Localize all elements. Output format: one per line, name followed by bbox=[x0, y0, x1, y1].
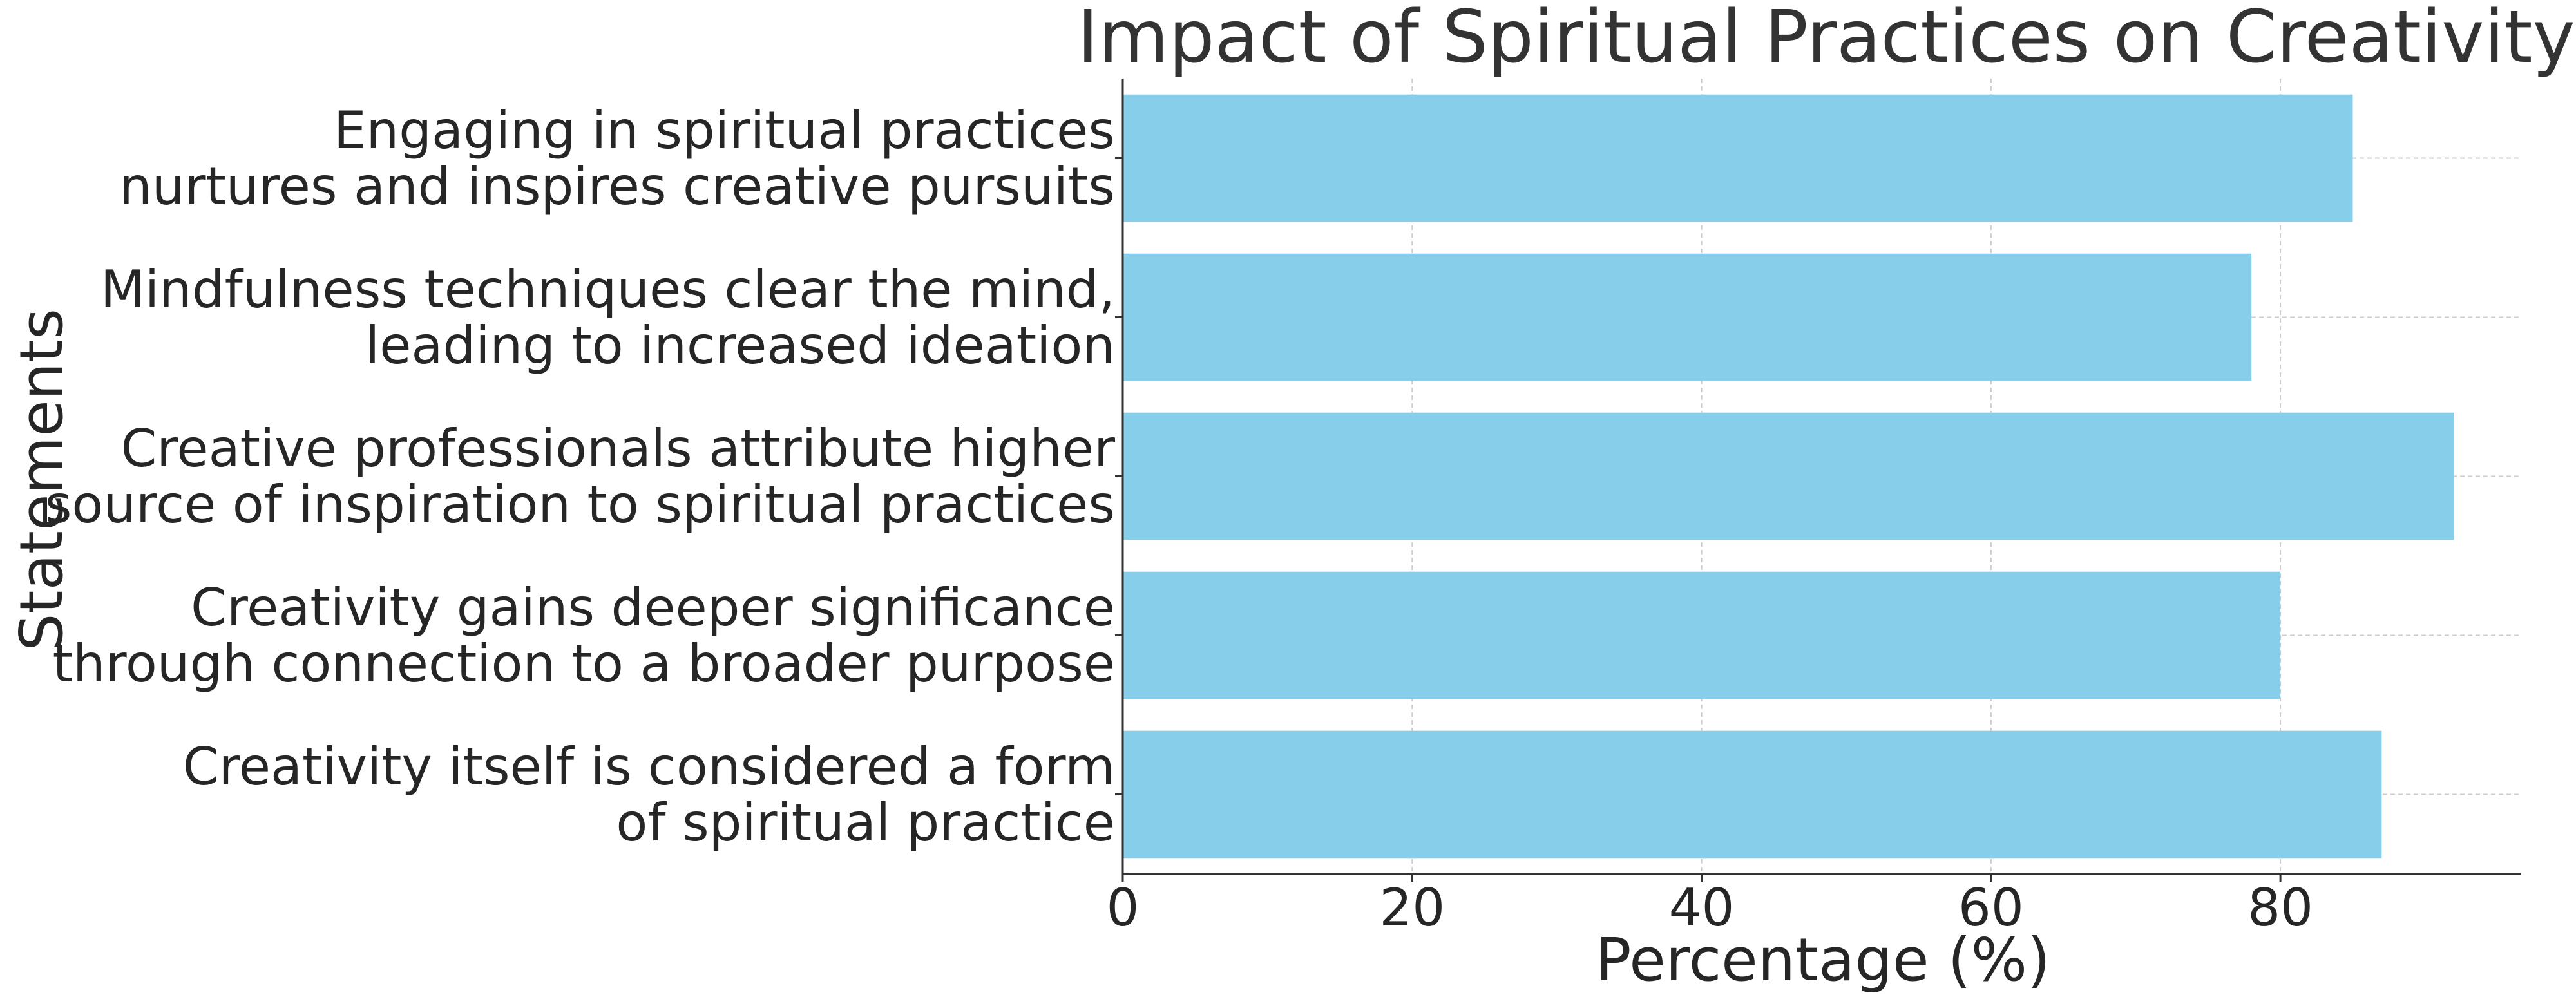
y-tick-label: Creativity gains deeper significance thro… bbox=[53, 578, 1115, 694]
x-axis-label: Percentage (%) bbox=[1596, 925, 2050, 994]
x-tick-label: 0 bbox=[1107, 878, 1140, 938]
bars bbox=[1123, 94, 2454, 859]
y-tick-label: Mindfulness techniques clear the mind, le… bbox=[100, 260, 1115, 375]
bar bbox=[1123, 94, 2353, 222]
x-tick-label: 60 bbox=[1958, 878, 2024, 938]
tick-labels: 0 20 40 60 80 Engaging in spiritual practices… bbox=[45, 100, 2313, 938]
y-axis-label: Statements bbox=[7, 308, 76, 651]
bar bbox=[1123, 253, 2252, 381]
y-tick-label: Creative professionals attribute higher s… bbox=[45, 419, 1115, 535]
y-tick-label: Engaging in spiritual practices nurtures … bbox=[119, 100, 1115, 216]
x-tick-label: 40 bbox=[1669, 878, 1735, 938]
chart-title: Impact of Spiritual Practices on Creativ… bbox=[1077, 0, 2575, 79]
x-tick-label: 20 bbox=[1379, 878, 1445, 938]
y-tick-label: Creativity itself is considered a form of… bbox=[183, 737, 1115, 853]
bar bbox=[1123, 571, 2281, 699]
bar bbox=[1123, 730, 2382, 859]
x-tick-label: 80 bbox=[2247, 878, 2313, 938]
bar bbox=[1123, 412, 2454, 540]
axes bbox=[1115, 79, 2521, 882]
